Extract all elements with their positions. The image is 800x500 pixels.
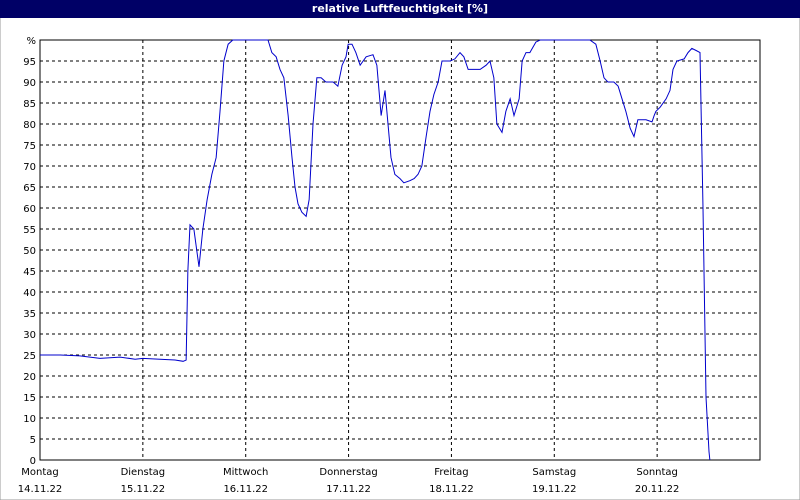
x-tick-label: Montag	[21, 467, 58, 478]
y-tick-label: 80	[23, 120, 36, 131]
x-tick-label: Donnerstag	[319, 467, 377, 478]
y-tick-label: 65	[23, 183, 36, 194]
title-bar	[0, 0, 800, 18]
y-tick-label: 55	[23, 225, 36, 236]
y-tick-label: 5	[30, 435, 36, 446]
x-tick-label: Freitag	[434, 467, 468, 478]
y-tick-label: 20	[23, 372, 36, 383]
x-tick-label: Dienstag	[121, 467, 166, 478]
y-tick-label: 75	[23, 141, 36, 152]
humidity-line	[40, 39, 711, 461]
y-tick-label: 90	[23, 78, 36, 89]
y-tick-label: 25	[23, 351, 36, 362]
y-tick-label: %	[26, 36, 36, 47]
y-tick-label: 10	[23, 414, 36, 425]
chart-title: relative Luftfeuchtigkeit [%]	[312, 2, 488, 15]
x-tick-date: 19.11.22	[532, 484, 577, 495]
y-tick-label: 15	[23, 393, 36, 404]
x-tick-date: 18.11.22	[429, 484, 474, 495]
y-tick-label: 70	[23, 162, 36, 173]
x-tick-date: 14.11.22	[18, 484, 63, 495]
x-tick-label: Mittwoch	[223, 467, 268, 478]
x-tick-date: 16.11.22	[223, 484, 268, 495]
y-tick-label: 50	[23, 246, 36, 257]
y-tick-label: 0	[30, 456, 36, 467]
y-tick-label: 30	[23, 330, 36, 341]
y-tick-label: 35	[23, 309, 36, 320]
x-tick-date: 15.11.22	[121, 484, 166, 495]
y-tick-label: 95	[23, 57, 36, 68]
y-tick-label: 40	[23, 288, 36, 299]
x-tick-date: 17.11.22	[326, 484, 371, 495]
x-tick-date: 20.11.22	[635, 484, 680, 495]
y-tick-label: 60	[23, 204, 36, 215]
x-tick-label: Samstag	[532, 467, 576, 478]
y-tick-label: 85	[23, 99, 36, 110]
x-tick-label: Sonntag	[636, 467, 678, 478]
y-tick-label: 45	[23, 267, 36, 278]
